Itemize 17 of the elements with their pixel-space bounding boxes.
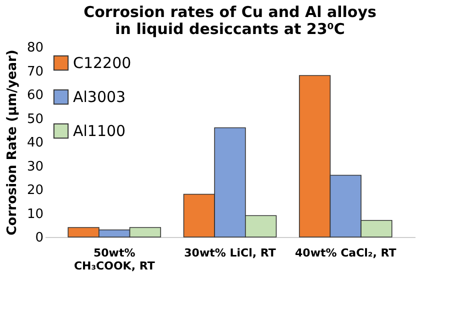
x-tick-label: 40wt% CaCl₂, RT bbox=[295, 246, 397, 260]
y-tick-label: 80 bbox=[26, 40, 44, 56]
chart-title: Corrosion rates of Cu and Al alloys in liquid desiccants at 23⁰C bbox=[84, 3, 376, 38]
y-tick-label: 60 bbox=[26, 88, 44, 103]
legend-label: Al3003 bbox=[73, 88, 126, 106]
y-tick-label: 0 bbox=[35, 230, 44, 246]
y-tick-label: 40 bbox=[26, 136, 44, 150]
legend-label: C12200 bbox=[73, 54, 132, 72]
y-tick-label: 30 bbox=[26, 159, 44, 174]
x-tick-label: 30wt% LiCl, RT bbox=[184, 246, 276, 260]
y-tick-label: 20 bbox=[26, 183, 44, 198]
y-tick-label: 50 bbox=[26, 112, 44, 127]
y-tick-label: 10 bbox=[26, 206, 44, 222]
x-tick-label: 50wt% CH₃COOK, RT bbox=[74, 246, 156, 272]
y-axis-title: Corrosion Rate (µm/year) bbox=[4, 50, 20, 236]
y-tick-label: 70 bbox=[26, 64, 44, 80]
legend-label: Al1100 bbox=[73, 122, 126, 140]
